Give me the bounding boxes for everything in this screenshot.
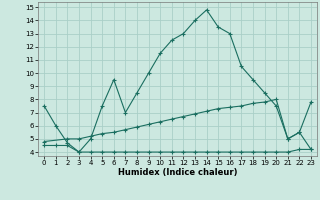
X-axis label: Humidex (Indice chaleur): Humidex (Indice chaleur) — [118, 168, 237, 177]
